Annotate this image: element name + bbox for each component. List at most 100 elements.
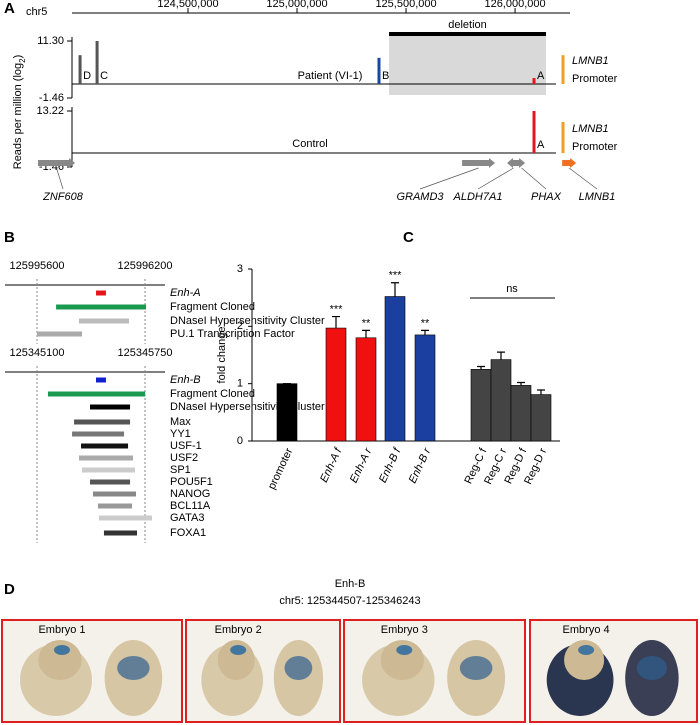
leader-line (521, 167, 547, 190)
significance: *** (330, 303, 344, 315)
y-axis-label-text: Reads per million (log2) (12, 55, 27, 170)
range-label: 125345100 (9, 347, 64, 359)
feature-label: BCL11A (170, 500, 211, 512)
y-tick-label: 0 (237, 435, 243, 447)
feature-label: YY1 (170, 428, 191, 440)
error-bar (517, 381, 525, 386)
deletion-label: deletion (448, 19, 487, 31)
panel-title: Enh-B (335, 578, 366, 590)
feature-label: DNaseI Hypersensitivity Cluster (170, 315, 325, 327)
feature (81, 443, 129, 449)
gene-arrow (37, 158, 76, 168)
feature (82, 467, 136, 473)
feature-label: PU.1 Transcription Factor (170, 328, 295, 340)
stain (284, 656, 313, 680)
track-name: Control (292, 138, 327, 150)
feature-label: FOXA1 (170, 527, 206, 539)
bar (530, 394, 552, 442)
y-tick-label: 3 (237, 263, 243, 275)
peak (532, 78, 536, 84)
feature (90, 404, 131, 410)
panel-label: B (4, 229, 15, 246)
bar (414, 334, 436, 442)
feature (74, 419, 131, 425)
stain (230, 645, 247, 655)
feature-label: USF-1 (170, 440, 202, 452)
gene-arrow (518, 158, 526, 168)
significance: *** (389, 270, 403, 282)
gene-label: LMNB1 (572, 123, 609, 135)
embryo-label: Embryo 2 (215, 624, 262, 636)
error-bar (391, 282, 399, 297)
error-bar (362, 329, 370, 338)
deletion-region (389, 34, 547, 95)
peak-label: C (100, 70, 108, 82)
stain (54, 645, 70, 655)
error-bar (537, 389, 545, 395)
stain (396, 645, 413, 655)
feature (92, 491, 137, 497)
chrom-label: chr5 (26, 6, 47, 18)
bar (384, 296, 406, 442)
feature (95, 377, 106, 383)
x-tick-label: Enh-A r (348, 445, 375, 485)
peak (95, 41, 99, 84)
peak (78, 55, 82, 84)
leader-line (56, 167, 64, 190)
peak-label: A (537, 70, 545, 82)
error-bar (477, 365, 485, 370)
x-tick-label: 125,000,000 (266, 0, 327, 10)
bar (355, 337, 377, 442)
feature (103, 530, 138, 536)
stain (578, 645, 595, 655)
feature (79, 455, 134, 461)
y-axis-label: fold change (216, 327, 228, 384)
track-name: Patient (VI-1) (298, 70, 363, 82)
error-bar (421, 329, 429, 335)
feature-label: Max (170, 416, 191, 428)
text: Reads per million (log (12, 63, 24, 169)
peak-label: B (382, 70, 389, 82)
promoter-label: Promoter (572, 73, 618, 85)
gene-name: ZNF608 (42, 191, 84, 203)
feature (97, 503, 133, 509)
feature-label: POU5F1 (170, 476, 213, 488)
significance: ** (362, 317, 371, 329)
error-bar (332, 315, 340, 329)
embryo-label: Embryo 4 (563, 624, 610, 636)
feature-label: Enh-A (170, 287, 201, 299)
peak-label: D (83, 70, 91, 82)
x-tick-label: Enh-B f (377, 446, 404, 485)
x-tick-label: promoter (266, 446, 296, 491)
feature-label: Enh-B (170, 374, 201, 386)
y-tick-label: -1.46 (39, 92, 64, 104)
gene-arrow (562, 158, 577, 168)
peak (377, 57, 381, 84)
stain (459, 656, 493, 680)
gene-arrow (462, 158, 495, 168)
peak (561, 121, 565, 153)
feature (37, 331, 82, 337)
feature-label: Fragment Cloned (170, 301, 255, 313)
significance: ** (421, 317, 430, 329)
peak (532, 111, 536, 153)
gene-name: PHAX (531, 191, 562, 203)
panel-label: C (403, 229, 414, 246)
feature (96, 290, 106, 296)
feature (72, 431, 125, 437)
x-tick-label: Enh-A f (318, 446, 345, 485)
stain (117, 656, 150, 680)
panel-label: A (4, 0, 15, 17)
bar (276, 383, 298, 442)
y-tick-label: 2 (237, 320, 243, 332)
promoter-label: Promoter (572, 141, 618, 153)
embryo-head (380, 640, 425, 680)
stain (636, 656, 667, 680)
x-tick-label: 124,500,000 (157, 0, 218, 10)
leader-line (419, 167, 479, 190)
x-tick-label: 125,500,000 (375, 0, 436, 10)
feature-label: DNaseI Hypersensitivity Cluster (170, 401, 325, 413)
feature (98, 515, 152, 521)
embryo-label: Embryo 3 (381, 624, 428, 636)
